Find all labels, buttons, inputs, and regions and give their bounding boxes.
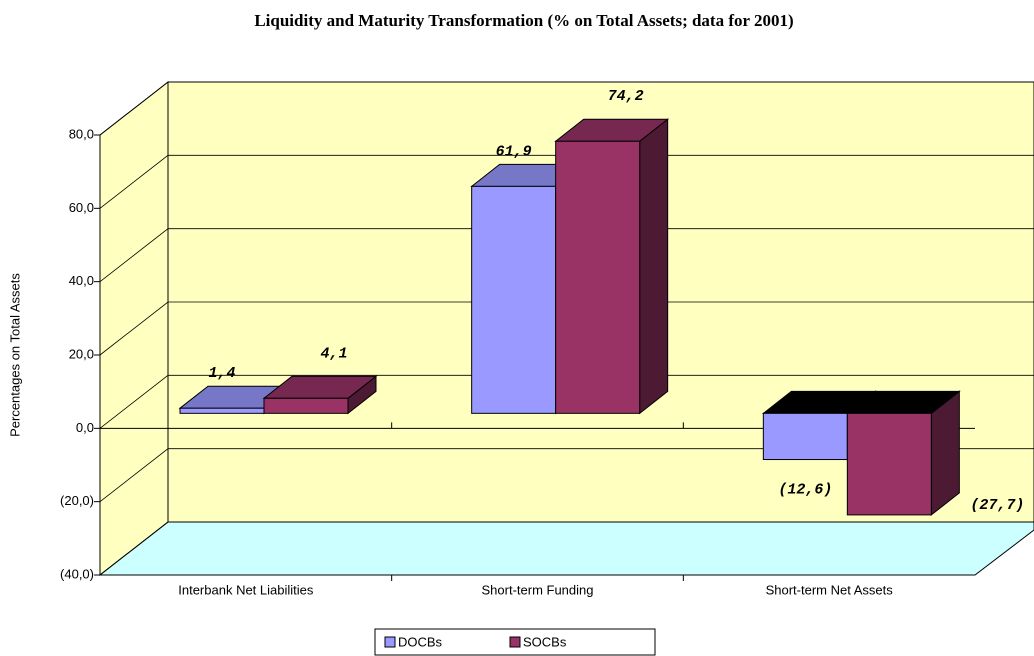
bar	[845, 390, 961, 516]
bar-front	[263, 397, 349, 414]
grid-line	[99, 228, 1034, 282]
grid-line	[99, 154, 1034, 209]
legend-label: DOCBs	[398, 634, 443, 649]
bar	[262, 375, 378, 415]
bar	[554, 118, 670, 415]
grid-line	[99, 81, 1034, 136]
grid-line	[99, 521, 1034, 576]
y-axis-label: Percentages on Total Assets	[7, 273, 22, 437]
bar-front	[762, 412, 848, 461]
y-tick-label: 40,0	[69, 273, 94, 288]
legend-swatch	[384, 636, 396, 648]
x-tick-label: Short-term Funding	[482, 582, 594, 597]
data-label: (12,6)	[778, 482, 832, 499]
data-label: (27,7)	[970, 497, 1024, 514]
x-tick-label: Interbank Net Liabilities	[178, 582, 314, 597]
data-label: 61,9	[496, 143, 532, 160]
bar-front	[555, 140, 641, 414]
bar-side	[639, 118, 669, 415]
bar-front	[471, 185, 557, 414]
data-label: 1,4	[208, 365, 235, 382]
y-tick-label: 0,0	[76, 420, 94, 435]
data-label: 74,2	[608, 88, 644, 105]
y-tick-label: (40,0)	[60, 566, 94, 581]
bar-front	[846, 412, 932, 516]
x-tick-label: Short-term Net Assets	[766, 582, 894, 597]
bar-front	[179, 407, 265, 414]
y-tick-label: 80,0	[69, 126, 94, 141]
chart-title: Liquidity and Maturity Transformation (%…	[254, 11, 793, 30]
y-tick-label: 20,0	[69, 346, 94, 361]
legend-swatch	[509, 636, 521, 648]
y-tick-label: 60,0	[69, 200, 94, 215]
floor	[98, 521, 1034, 576]
grid-line	[99, 301, 1034, 356]
grid-line	[99, 374, 1034, 429]
data-label: 4,1	[320, 345, 347, 362]
y-tick-label: (20,0)	[60, 493, 94, 508]
grid-line	[99, 448, 1034, 502]
legend-label: SOCBs	[523, 634, 567, 649]
